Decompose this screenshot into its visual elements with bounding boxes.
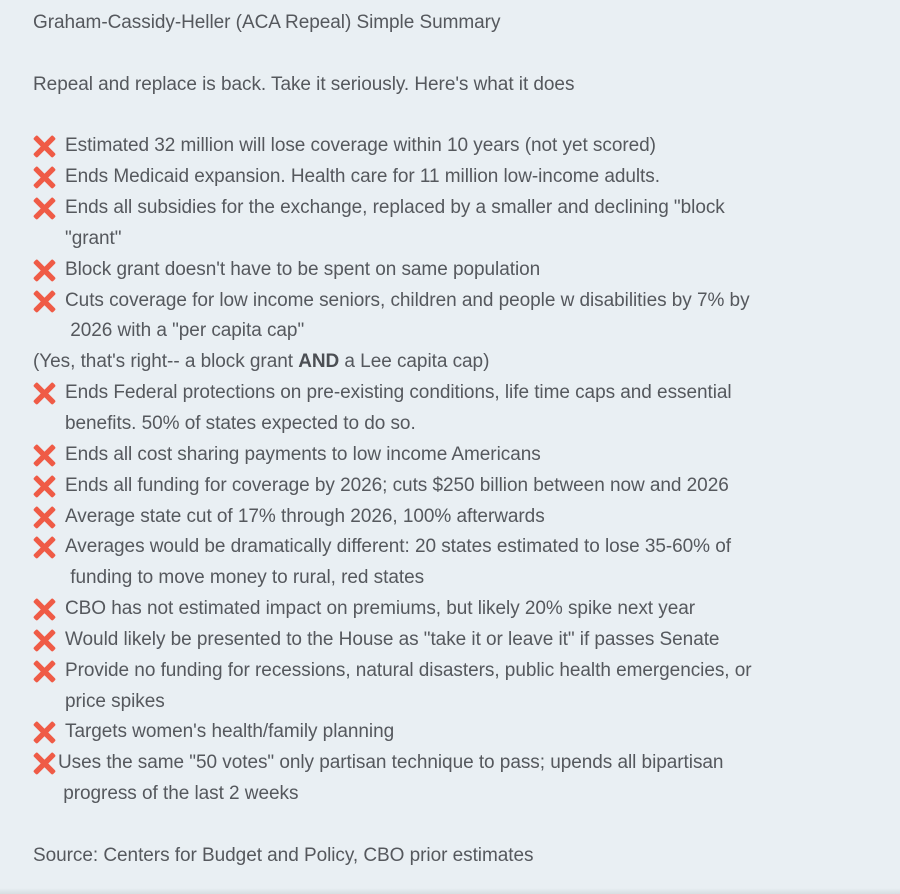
list-item-text: (Yes, that's right-- a block grant AND a… xyxy=(33,347,489,378)
list-item-text: CBO has not estimated impact on premiums… xyxy=(65,594,695,625)
list-item: Ends all cost sharing payments to low in… xyxy=(33,440,882,471)
emphasized-text: AND xyxy=(298,351,340,373)
list-item: Ends all subsidies for the exchange, rep… xyxy=(33,193,882,255)
list-item: CBO has not estimated impact on premiums… xyxy=(33,594,882,625)
list-item-text: Ends Federal protections on pre-existing… xyxy=(65,378,732,440)
cross-mark-icon xyxy=(33,752,56,775)
cross-mark-icon xyxy=(33,290,56,313)
list-item: Targets women's health/family planning xyxy=(33,717,882,748)
list-item: Ends Federal protections on pre-existing… xyxy=(33,378,882,440)
list-item: Would likely be presented to the House a… xyxy=(33,625,882,656)
cross-mark-icon xyxy=(33,721,56,744)
blank-line xyxy=(33,810,882,841)
list-item: Cuts coverage for low income seniors, ch… xyxy=(33,286,882,348)
cross-mark-icon xyxy=(33,166,56,189)
list-item: Average state cut of 17% through 2026, 1… xyxy=(33,502,882,533)
list-item-text: Ends all funding for coverage by 2026; c… xyxy=(65,471,729,502)
list-item: Ends all funding for coverage by 2026; c… xyxy=(33,471,882,502)
text-segment: Ends all cost sharing payments to low in… xyxy=(65,443,541,465)
list-item: Ends Medicaid expansion. Health care for… xyxy=(33,162,882,193)
text-segment: CBO has not estimated impact on premiums… xyxy=(65,598,696,620)
text-segment: Provide no funding for recessions, natur… xyxy=(65,659,752,712)
cross-mark-icon xyxy=(33,629,56,652)
cross-mark-icon xyxy=(33,135,56,158)
list-item-text: Averages would be dramatically different… xyxy=(65,532,731,594)
list-item-text: Cuts coverage for low income seniors, ch… xyxy=(65,286,750,348)
list-item-text: Average state cut of 17% through 2026, 1… xyxy=(65,502,545,533)
list-item: Averages would be dramatically different… xyxy=(33,532,882,594)
cross-mark-icon xyxy=(33,197,56,220)
cross-mark-icon xyxy=(33,536,56,559)
blank-line xyxy=(33,39,882,70)
text-segment: Block grant doesn't have to be spent on … xyxy=(65,258,541,280)
note-title: Graham-Cassidy-Heller (ACA Repeal) Simpl… xyxy=(33,12,501,33)
list-item-text: Targets women's health/family planning xyxy=(65,717,394,748)
blank-line xyxy=(33,101,882,132)
list-item: Uses the same "50 votes" only partisan t… xyxy=(33,748,882,810)
text-segment: Ends Medicaid expansion. Health care for… xyxy=(65,166,660,188)
list-item-text: Would likely be presented to the House a… xyxy=(65,625,720,656)
text-segment: Uses the same "50 votes" only partisan t… xyxy=(58,752,724,805)
list-item-text: Block grant doesn't have to be spent on … xyxy=(65,255,540,286)
list-item: Estimated 32 million will lose coverage … xyxy=(33,131,882,162)
text-segment: (Yes, that's right-- a block grant xyxy=(33,351,299,373)
text-segment: Ends all subsidies for the exchange, rep… xyxy=(65,197,725,249)
text-segment: Ends all funding for coverage by 2026; c… xyxy=(65,474,729,496)
cross-mark-icon xyxy=(33,598,56,621)
cross-mark-icon xyxy=(33,259,56,282)
list-item: Provide no funding for recessions, natur… xyxy=(33,656,882,718)
text-segment: Averages would be dramatically different… xyxy=(65,536,732,589)
source-line: Source: Centers for Budget and Policy, C… xyxy=(33,844,534,866)
note-intro: Repeal and replace is back. Take it seri… xyxy=(33,73,575,95)
text-segment: a Lee capita cap) xyxy=(339,351,490,373)
list-item: (Yes, that's right-- a block grant AND a… xyxy=(33,347,882,378)
list-item-text: Ends all subsidies for the exchange, rep… xyxy=(65,193,725,255)
list-item-text: Provide no funding for recessions, natur… xyxy=(65,656,752,718)
text-segment: Ends Federal protections on pre-existing… xyxy=(65,382,732,434)
text-segment: Cuts coverage for low income seniors, ch… xyxy=(65,289,750,342)
text-segment: Targets women's health/family planning xyxy=(65,721,395,743)
text-segment: Would likely be presented to the House a… xyxy=(65,628,720,650)
cross-mark-icon xyxy=(33,475,56,498)
summary-list: Estimated 32 million will lose coverage … xyxy=(33,131,882,810)
cross-mark-icon xyxy=(33,506,56,529)
text-segment: Average state cut of 17% through 2026, 1… xyxy=(65,505,545,527)
list-item: Block grant doesn't have to be spent on … xyxy=(33,255,882,286)
list-item-text: Estimated 32 million will lose coverage … xyxy=(65,131,656,162)
list-item-text: Ends all cost sharing payments to low in… xyxy=(65,440,541,471)
list-item-text: Ends Medicaid expansion. Health care for… xyxy=(65,162,660,193)
cross-mark-icon xyxy=(33,382,56,405)
cross-mark-icon xyxy=(33,660,56,683)
photo-bottom-edge xyxy=(0,888,900,894)
list-item-text: Uses the same "50 votes" only partisan t… xyxy=(58,748,723,810)
text-segment: Estimated 32 million will lose coverage … xyxy=(65,135,656,157)
cross-mark-icon xyxy=(33,444,56,467)
note-body: Graham-Cassidy-Heller (ACA Repeal) Simpl… xyxy=(33,12,882,866)
